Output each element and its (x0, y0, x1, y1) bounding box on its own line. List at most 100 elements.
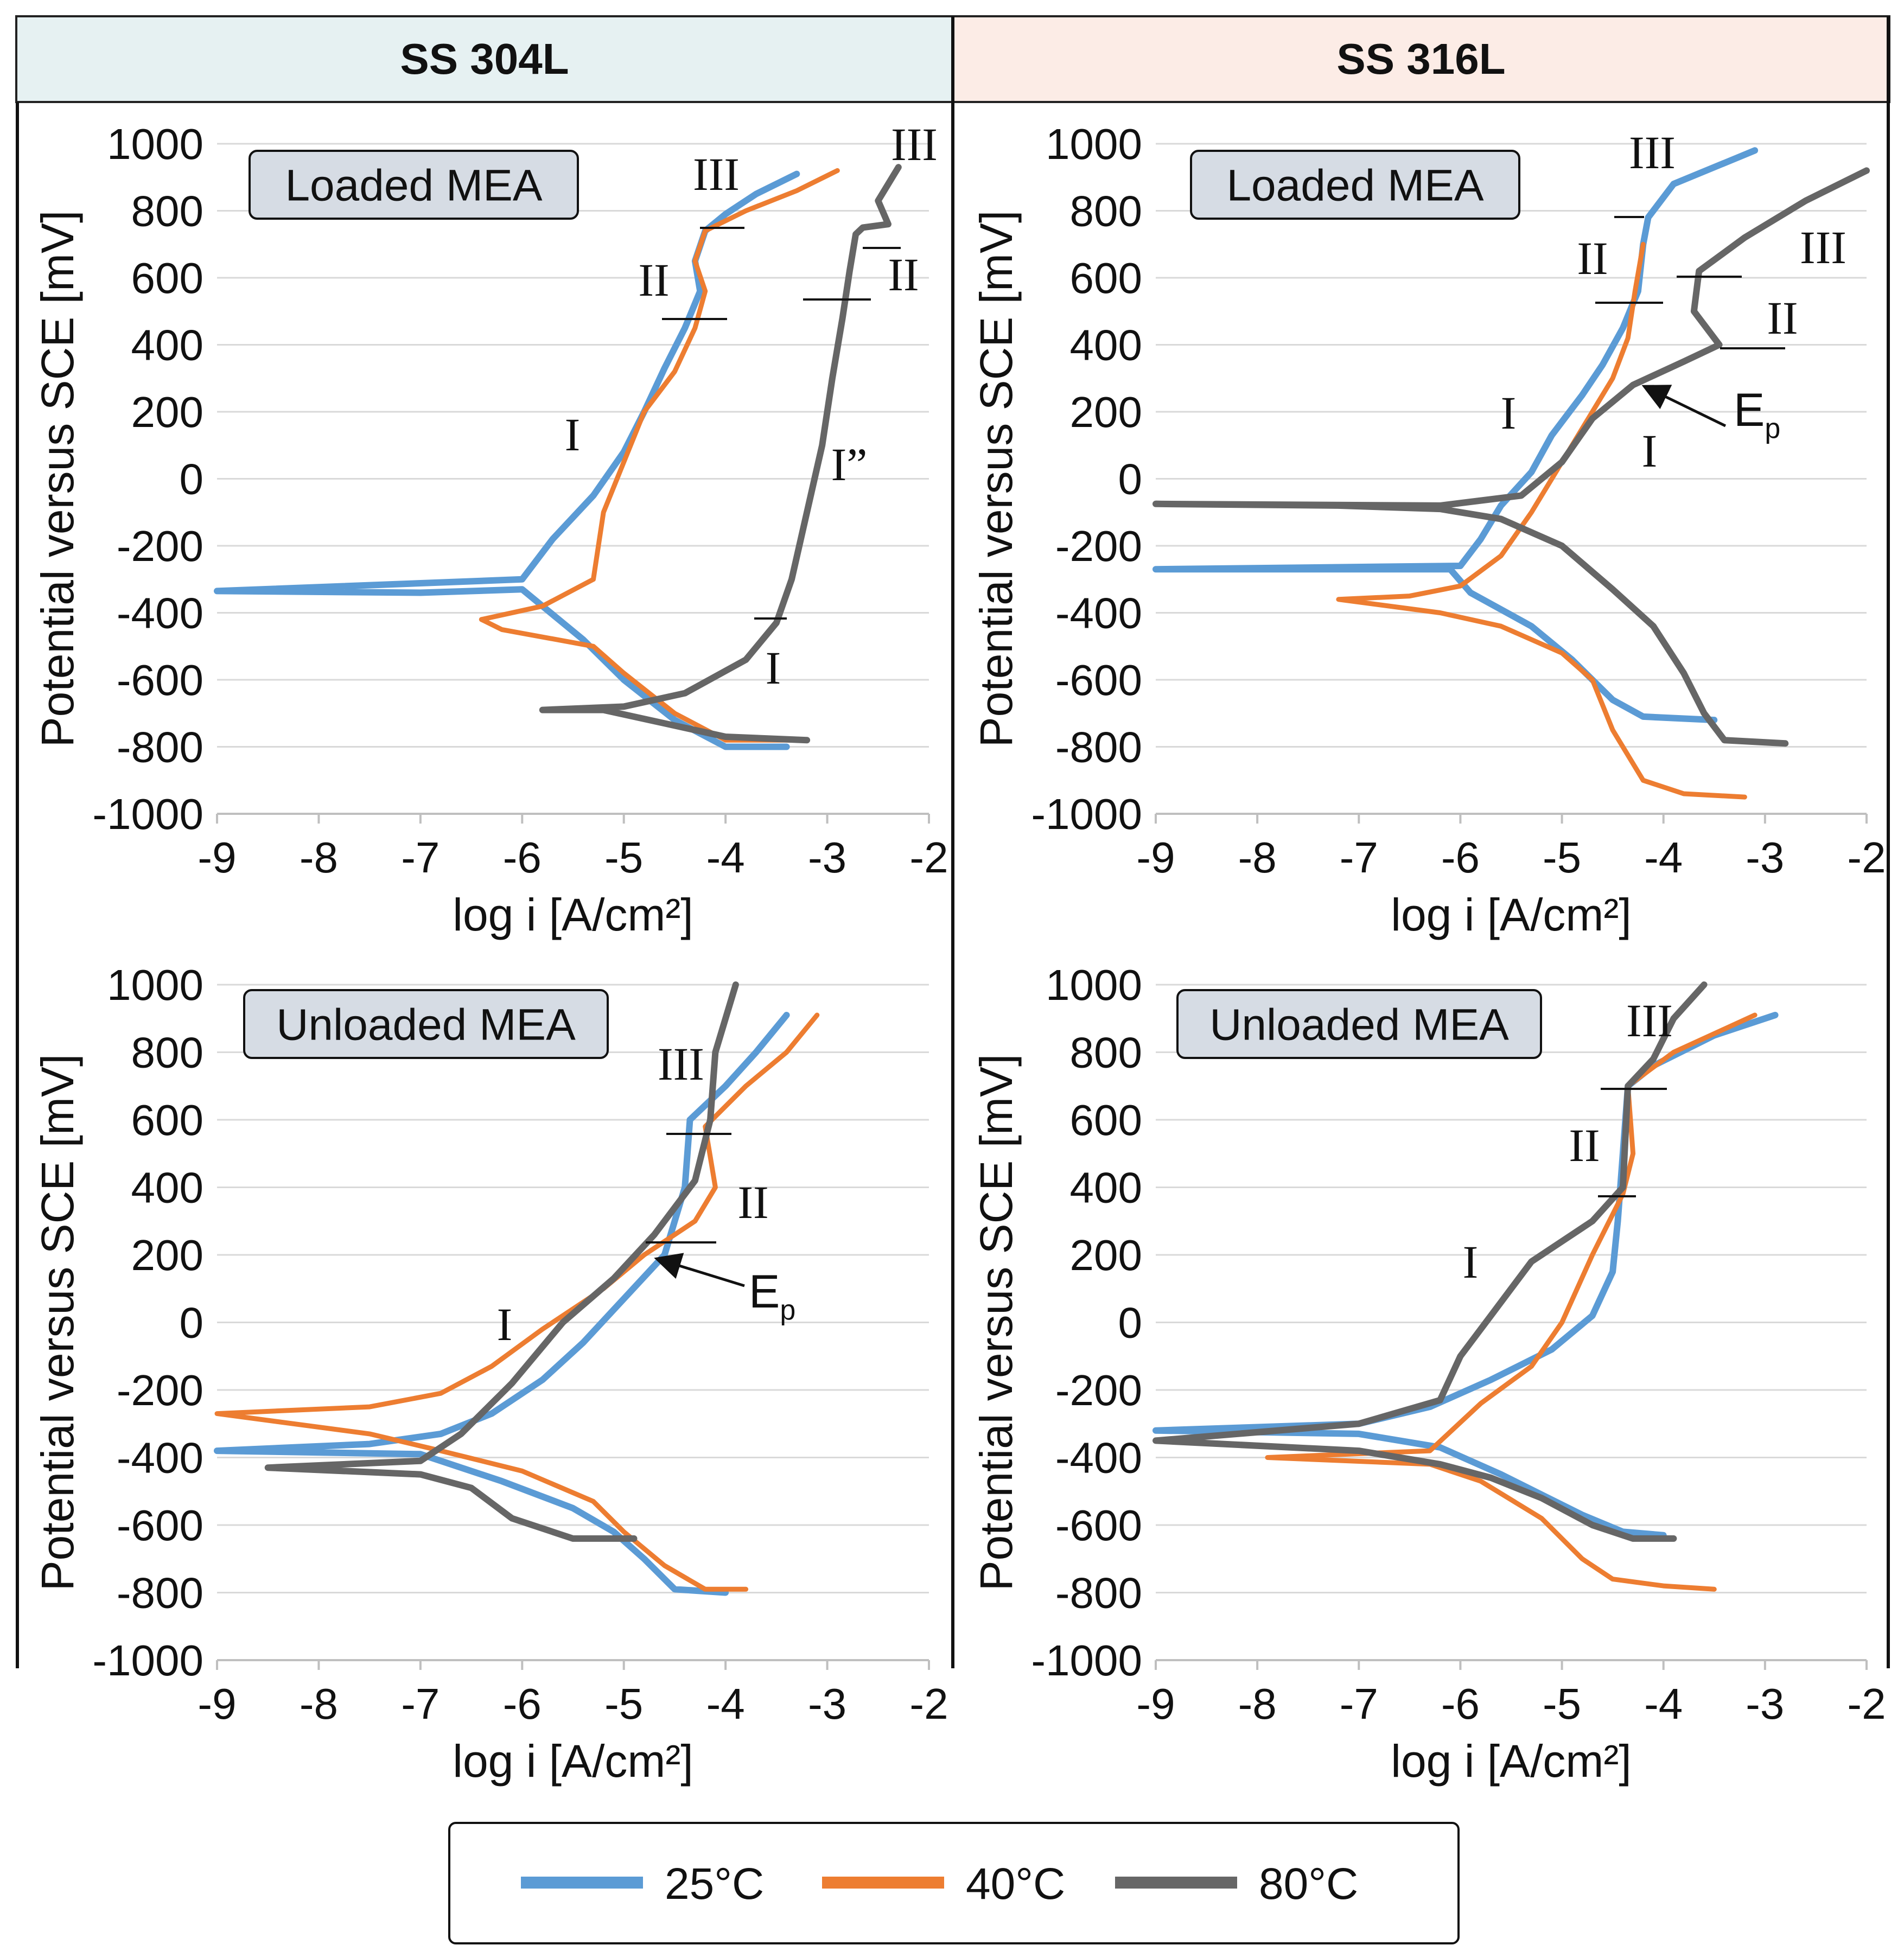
legend-box (448, 1822, 1460, 1944)
y-tick-label: -600 (117, 656, 203, 704)
region-label: I (1642, 425, 1658, 477)
y-axis-title: Potential versus SCE [mV] (32, 211, 83, 748)
x-tick-label: -4 (706, 1680, 745, 1728)
x-tick-label: -9 (198, 833, 236, 882)
y-tick-label: 0 (180, 455, 204, 503)
series-line-80c (539, 164, 902, 744)
y-axis-title: Potential versus SCE [mV] (971, 211, 1022, 748)
region-label: II (1577, 232, 1608, 284)
panel-loaded-316l: 1000 800 600 400 200 0 -200 -400 -600 -800 -1000-9… (971, 120, 1886, 940)
x-tick-label: -2 (909, 833, 948, 882)
legend: 25°C 40°C 80°C (448, 1822, 1460, 1944)
y-tick-label: -800 (1055, 1569, 1142, 1617)
x-tick-label: -4 (1644, 1680, 1683, 1728)
region-label: II (1767, 292, 1798, 344)
x-tick-label: -8 (1238, 833, 1277, 882)
region-label: I (766, 642, 781, 694)
ep-label: Ep (749, 1266, 795, 1326)
x-tick-label: -8 (300, 1680, 338, 1728)
y-tick-label: 0 (180, 1299, 204, 1347)
y-tick-label: -200 (117, 522, 203, 570)
y-tick-label: 600 (131, 1096, 203, 1144)
panel-title-box (249, 150, 579, 220)
x-tick-label: -7 (1340, 1680, 1378, 1728)
x-tick-label: -3 (808, 833, 846, 882)
panel-title-box (1190, 150, 1520, 220)
y-tick-label: 600 (1070, 254, 1142, 302)
x-tick-label: -3 (1746, 1680, 1784, 1728)
legend-label-80c: 80°C (1259, 1859, 1358, 1909)
y-tick-label: -400 (117, 1434, 203, 1482)
region-label: III (891, 118, 938, 170)
x-tick-label: -6 (503, 833, 542, 882)
x-tick-label: -6 (1441, 833, 1480, 882)
region-label: I (565, 409, 581, 461)
y-tick-label: -600 (117, 1501, 203, 1549)
x-tick-label: -3 (1746, 833, 1784, 882)
y-tick-label: 800 (1070, 1029, 1142, 1077)
y-tick-label: 800 (131, 187, 203, 235)
panel-unloaded-304l: 1000 800 600 400 200 0 -200 -400 -600 -800 -1000-9… (32, 961, 948, 1787)
y-tick-label: -600 (1055, 1501, 1142, 1549)
panel-title-box (1176, 989, 1542, 1059)
x-tick-label: -2 (909, 1680, 948, 1728)
x-tick-label: -7 (1340, 833, 1378, 882)
ep-arrow (1641, 385, 1727, 428)
panels: 10008006004002000-200-400-600-800-1000-9… (32, 118, 1886, 1787)
x-tick-label: -5 (1543, 1680, 1581, 1728)
y-tick-label: 800 (131, 1029, 203, 1077)
y-tick-label: -200 (1055, 522, 1142, 570)
y-tick-label: -800 (117, 723, 203, 771)
ep-label-sub: p (780, 1294, 795, 1326)
y-tick-label: 200 (131, 388, 203, 436)
x-tick-label: -9 (1136, 833, 1175, 882)
legend-label-25c: 25°C (665, 1859, 764, 1909)
column-title-304l: SS 304L (400, 35, 569, 83)
region-label: I” (831, 438, 868, 490)
x-tick-label: -6 (503, 1680, 542, 1728)
x-tick-label: -8 (1238, 1680, 1277, 1728)
y-axis-title: Potential versus SCE [mV] (32, 1054, 83, 1591)
y-tick-label: 1000 (1046, 961, 1142, 1009)
region-label: II (888, 248, 919, 301)
column-header-304l-bg (15, 15, 954, 103)
y-axis-title: Potential versus SCE [mV] (971, 1054, 1022, 1591)
y-tick-label: 1000 (107, 120, 203, 168)
y-tick-label: 200 (1070, 388, 1142, 436)
series-line-80c (1152, 981, 1708, 1542)
x-tick-label: -5 (604, 1680, 643, 1728)
y-tick-label: 400 (1070, 321, 1142, 369)
series-line-40c (479, 168, 840, 743)
series-line-80c (264, 981, 739, 1542)
x-tick-label: -2 (1847, 1680, 1886, 1728)
ep-arrow (654, 1253, 745, 1287)
x-tick-label: -5 (1543, 833, 1581, 882)
y-tick-label: 800 (1070, 187, 1142, 235)
region-label: III (658, 1038, 704, 1090)
y-tick-label: -800 (117, 1569, 203, 1617)
panel-title: Loaded MEA (1226, 161, 1483, 211)
x-axis-title: log i [A/cm²] (453, 1736, 693, 1787)
x-tick-label: -4 (1644, 833, 1683, 882)
column-title-316l: SS 316L (1336, 35, 1505, 83)
region-label: II (638, 254, 669, 306)
ep-label-main: E (1734, 384, 1765, 436)
y-tick-label: -400 (1055, 589, 1142, 637)
y-tick-label: 400 (131, 321, 203, 369)
ep-label: Ep (1734, 384, 1780, 444)
series-line-40c (214, 1012, 820, 1592)
region-label: III (1800, 221, 1846, 273)
y-tick-label: 600 (131, 254, 203, 302)
y-tick-label: 400 (131, 1164, 203, 1212)
y-tick-label: -800 (1055, 723, 1142, 771)
x-tick-label: -2 (1847, 833, 1886, 882)
panel-title: Loaded MEA (285, 161, 542, 211)
y-tick-label: 200 (131, 1231, 203, 1279)
x-tick-label: -8 (300, 833, 338, 882)
region-label: I (1463, 1236, 1479, 1288)
panel-title-box (243, 989, 609, 1059)
legend-label-40c: 40°C (966, 1859, 1065, 1909)
series-line-80c (1152, 167, 1870, 747)
region-label: I (497, 1298, 513, 1350)
